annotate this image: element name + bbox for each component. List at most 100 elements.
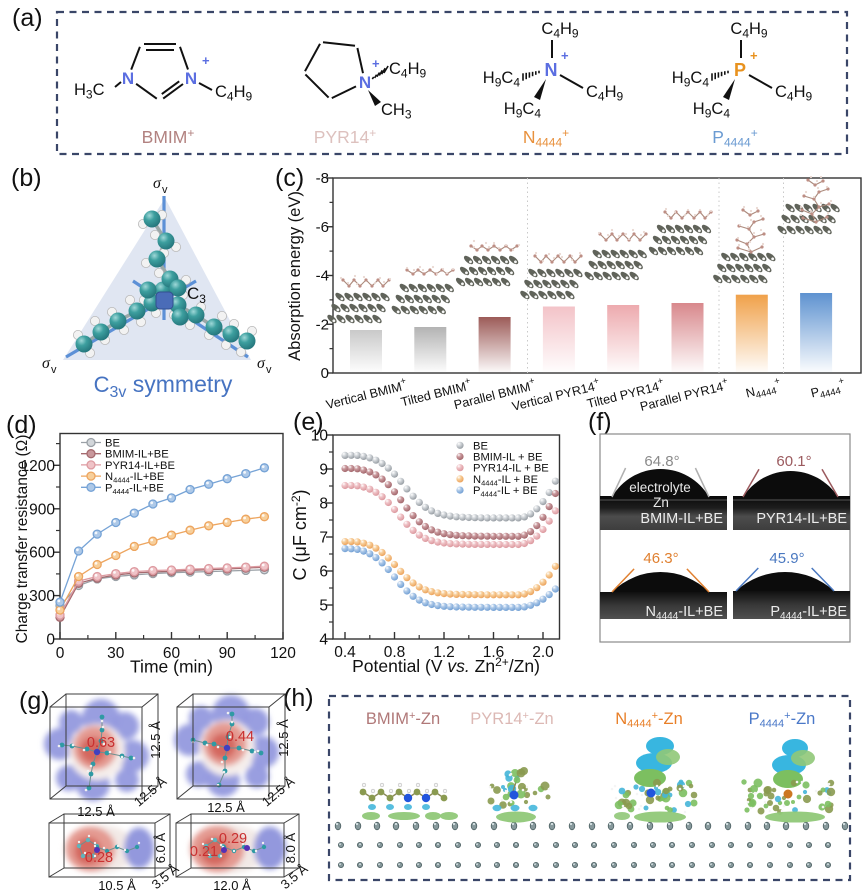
svg-text:v: v [51,364,57,376]
svg-text:C4H9: C4H9 [730,20,768,41]
svg-text:C4H9: C4H9 [389,60,427,81]
svg-text:BMIM-IL + BE: BMIM-IL + BE [473,452,543,464]
svg-text:9: 9 [319,462,328,479]
svg-text:Zn: Zn [653,495,669,510]
svg-text:Time (min): Time (min) [130,657,213,677]
svg-text:CH3: CH3 [381,101,412,122]
svg-text:+: + [561,48,569,63]
svg-text:H9C4: H9C4 [504,100,542,121]
svg-text:+: + [750,48,758,63]
svg-text:6: 6 [319,564,328,581]
svg-text:0: 0 [321,365,329,382]
svg-text:1200: 1200 [21,458,56,475]
svg-text:0.21: 0.21 [190,844,218,860]
svg-text:C4H9: C4H9 [215,83,253,104]
svg-text:90: 90 [219,645,237,662]
svg-text:0.63: 0.63 [87,735,115,751]
svg-text:-4: -4 [316,268,329,285]
svg-text:P: P [734,60,746,80]
svg-text:300: 300 [29,588,55,605]
svg-text:C (μF cm-2): C (μF cm-2) [289,489,310,580]
svg-text:P4444+: P4444+ [712,126,757,150]
svg-text:120: 120 [270,645,296,662]
svg-text:N: N [545,60,558,80]
svg-text:P4444+: P4444+ [809,375,848,403]
svg-text:0: 0 [56,645,65,662]
svg-text:10.5 Å: 10.5 Å [98,878,136,893]
svg-text:5: 5 [319,598,328,615]
svg-text:+: + [202,53,210,68]
svg-text:0.44: 0.44 [226,729,254,745]
svg-text:Vertical BMIM+: Vertical BMIM+ [324,375,409,412]
svg-text:10: 10 [311,428,329,445]
svg-text:PYR14+: PYR14+ [314,126,376,147]
svg-text:8.0 Å: 8.0 Å [283,832,298,863]
svg-text:46.3°: 46.3° [643,550,678,567]
svg-text:-8: -8 [316,170,329,187]
svg-text:σ: σ [42,355,51,372]
svg-text:PYR14+-Zn: PYR14+-Zn [470,710,553,728]
svg-text:0.4: 0.4 [334,644,356,661]
svg-text:Absorption energy (eV): Absorption energy (eV) [286,191,304,361]
svg-text:3.5 Å: 3.5 Å [278,861,311,892]
svg-text:H9C4: H9C4 [693,100,731,121]
svg-text:1.6: 1.6 [483,644,505,661]
svg-text:C4H9: C4H9 [586,83,624,104]
svg-text:C4H9: C4H9 [541,20,579,41]
svg-text:-2: -2 [316,316,329,333]
svg-text:PYR14-IL + BE: PYR14-IL + BE [473,463,549,475]
svg-text:N: N [185,69,197,88]
svg-text:H3C: H3C [74,81,105,102]
svg-text:PYR14-IL+BE: PYR14-IL+BE [756,511,847,527]
svg-text:12.0 Å: 12.0 Å [213,878,251,893]
svg-text:6.0 Å: 6.0 Å [153,832,168,863]
svg-text:0: 0 [46,632,55,649]
svg-text:BMIM-IL+BE: BMIM-IL+BE [105,449,169,461]
svg-text:12.5 Å: 12.5 Å [207,800,245,815]
svg-text:600: 600 [29,545,55,562]
svg-text:N: N [122,69,134,88]
svg-text:2.0: 2.0 [532,644,554,661]
svg-text:0.28: 0.28 [85,850,113,866]
svg-text:60.1°: 60.1° [776,453,811,470]
svg-text:900: 900 [29,501,55,518]
svg-text:C4H9: C4H9 [775,83,813,104]
svg-text:BE: BE [473,440,488,452]
svg-text:σ: σ [257,355,266,372]
svg-text:N4444+: N4444+ [523,126,569,150]
svg-text:v: v [266,364,272,376]
svg-text:H9C4: H9C4 [483,69,521,90]
svg-text:7: 7 [319,530,328,547]
svg-text:1.2: 1.2 [433,644,455,661]
svg-text:12.5 Å: 12.5 Å [148,721,163,759]
svg-text:64.8°: 64.8° [644,453,679,470]
svg-text:σ: σ [153,175,162,192]
svg-text:BMIM-IL+BE: BMIM-IL+BE [640,511,723,527]
svg-text:P4444+-Zn: P4444+-Zn [749,710,816,730]
svg-text:0.8: 0.8 [384,644,406,661]
svg-text:N4444+: N4444+ [744,375,784,403]
svg-text:-6: -6 [316,219,329,236]
svg-text:electrolyte: electrolyte [629,480,691,495]
svg-text:v: v [162,184,168,196]
svg-text:N4444+-Zn: N4444+-Zn [615,710,683,730]
svg-text:H9C4: H9C4 [672,69,710,90]
svg-text:N: N [359,73,371,92]
svg-text:BE: BE [105,438,120,450]
svg-text:8: 8 [319,496,328,513]
svg-text:Potential (V vs. Zn2+/Zn): Potential (V vs. Zn2+/Zn) [352,655,540,676]
svg-text:12.5 Å: 12.5 Å [276,719,291,757]
svg-text:0.29: 0.29 [219,831,247,847]
svg-text:4: 4 [319,632,328,649]
svg-text:PYR14-IL+BE: PYR14-IL+BE [105,460,175,472]
svg-text:12.5 Å: 12.5 Å [77,804,115,819]
svg-text:Charge transfer resistance (Ω): Charge transfer resistance (Ω) [14,435,31,644]
svg-text:45.9°: 45.9° [769,550,804,567]
svg-text:BMIM+-Zn: BMIM+-Zn [366,710,440,728]
svg-text:3.5 Å: 3.5 Å [149,861,182,892]
svg-text:C3v symmetry: C3v symmetry [94,371,233,401]
svg-text:30: 30 [107,645,125,662]
svg-text:+: + [372,56,380,71]
svg-text:60: 60 [163,645,181,662]
svg-text:BMIM+: BMIM+ [142,126,195,147]
